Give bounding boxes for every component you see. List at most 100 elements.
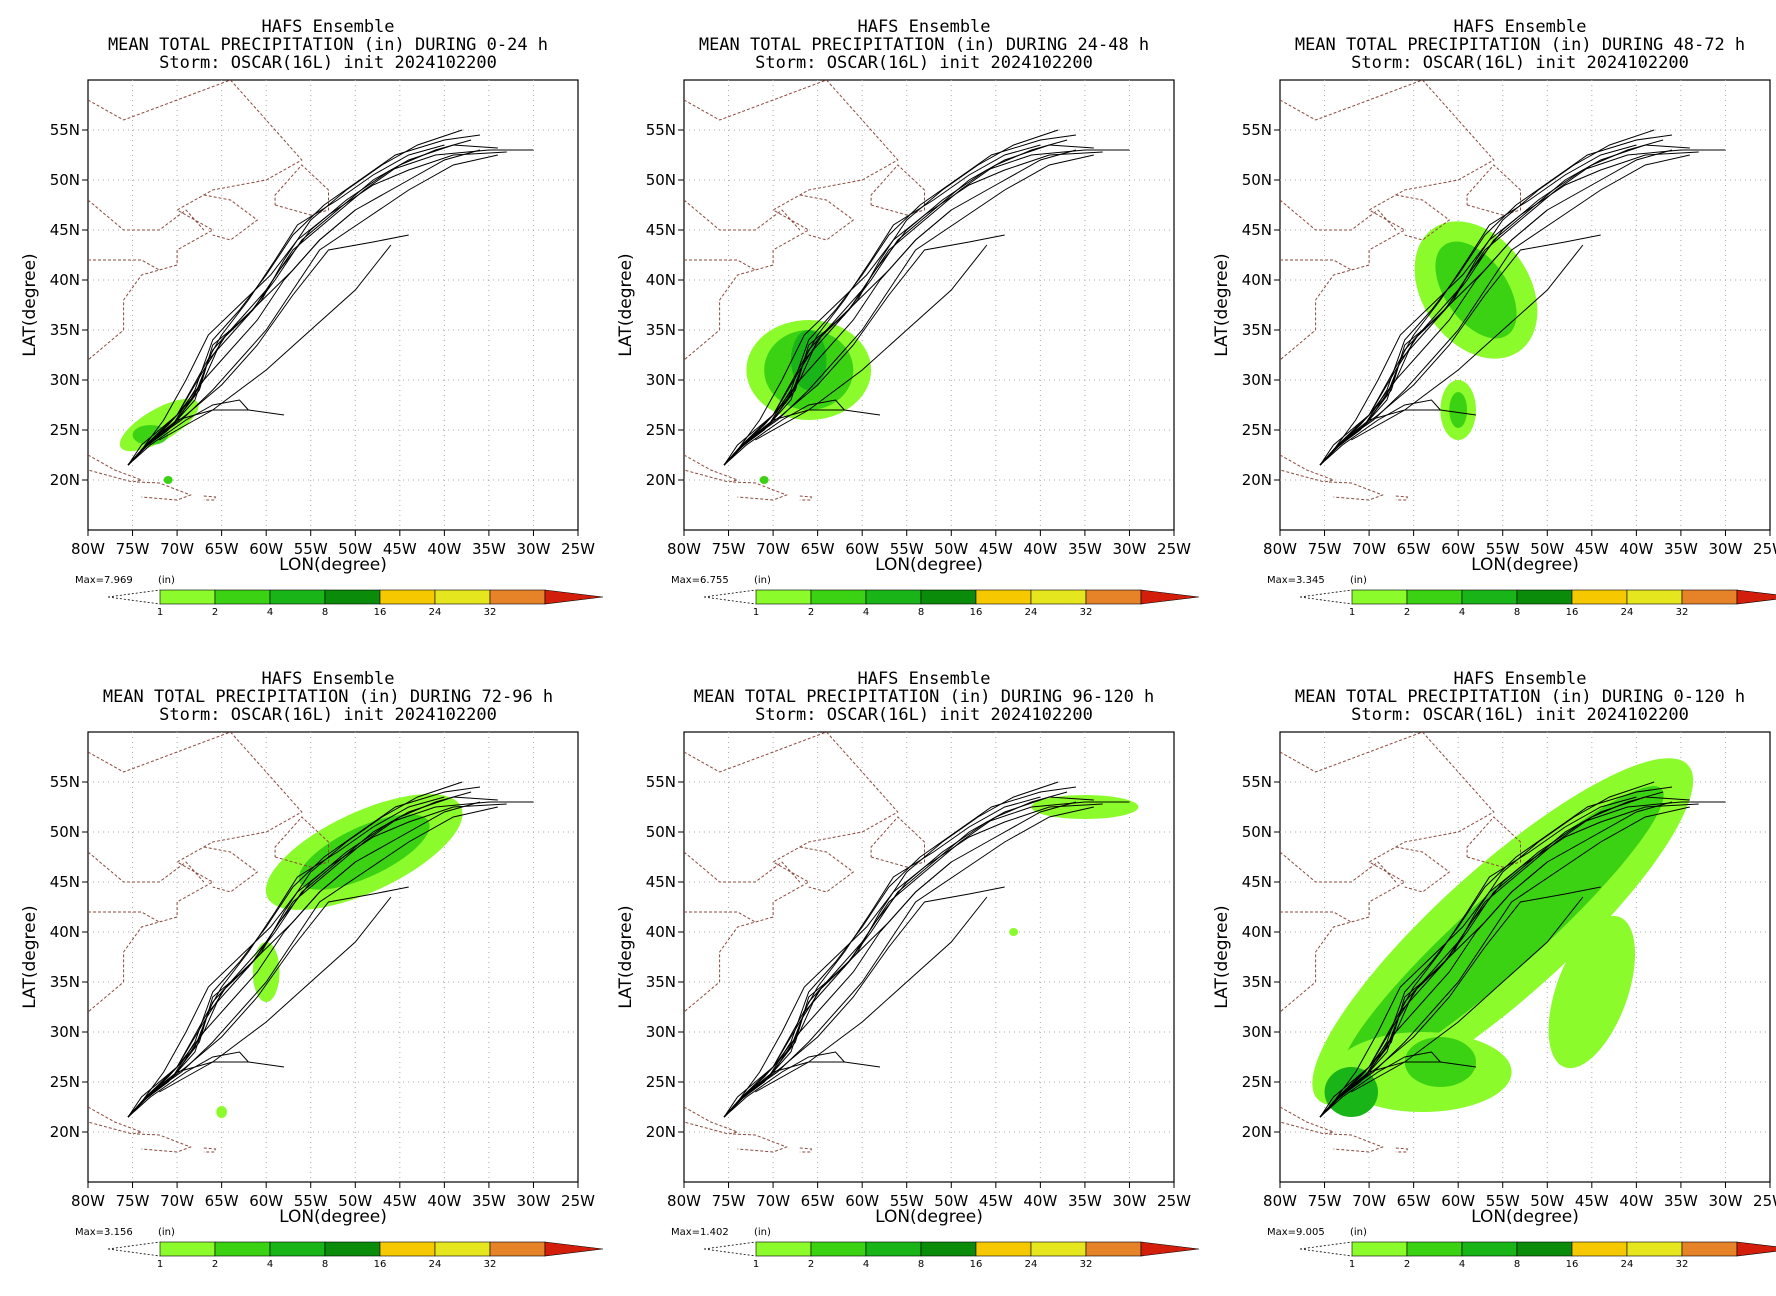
x-tick-label: 80W (1263, 1192, 1297, 1210)
storm-track (723, 886, 1005, 1118)
coastline (87, 1106, 144, 1135)
colorbar-segment (1406, 1241, 1463, 1257)
x-tick-label: 40W (1619, 1192, 1653, 1210)
panel-title-line-3: Storm: OSCAR(16L) init 2024102200 (159, 53, 497, 73)
coastline (203, 194, 259, 241)
storm-track (723, 803, 1103, 1118)
storm-track (1351, 896, 1584, 1093)
coastline (203, 495, 217, 501)
x-tick-label: 30W (516, 540, 550, 558)
panel-title-line-2: MEAN TOTAL PRECIPITATION (in) DURING 96-… (694, 687, 1155, 707)
x-tick-label: 70W (160, 540, 194, 558)
coastline (87, 851, 205, 883)
y-tick-label: 55N (50, 121, 80, 139)
colorbar-tick-label: 32 (1676, 607, 1689, 618)
x-tick-label: 65W (205, 540, 239, 558)
panel-title-line-3: Storm: OSCAR(16L) init 2024102200 (1351, 705, 1689, 725)
x-tick-label: 50W (1530, 1192, 1564, 1210)
storm-track (723, 1051, 845, 1118)
colorbar-segment (159, 1241, 216, 1257)
colorbar-segment (324, 1241, 381, 1257)
storm-track (1319, 801, 1673, 1118)
precip-area (1031, 795, 1139, 819)
map-frame (87, 79, 579, 531)
colorbar-tick-label: 2 (808, 607, 814, 618)
storm-track (127, 149, 481, 466)
coastline (1279, 454, 1336, 483)
x-tick-label: 40W (1023, 540, 1057, 558)
storm-track (723, 861, 952, 1118)
colorbar-tick-label: 16 (1566, 607, 1579, 618)
max-value-label: Max=3.156 (75, 1227, 133, 1238)
y-tick-label: 35N (1242, 973, 1272, 991)
x-tick-label: 75W (712, 540, 746, 558)
y-tick-label: 35N (1242, 321, 1272, 339)
x-tick-label: 30W (1112, 1192, 1146, 1210)
unit-label: (in) (754, 1227, 771, 1238)
colorbar-tick-label: 4 (1459, 1259, 1465, 1270)
y-tick-label: 20N (50, 471, 80, 489)
x-tick-label: 55W (294, 1192, 328, 1210)
colorbar-segment (214, 589, 271, 605)
colorbar-segment (755, 589, 812, 605)
x-tick-label: 80W (71, 1192, 105, 1210)
panel-title-line-1: HAFS Ensemble (1453, 669, 1586, 689)
storm-track (127, 1051, 249, 1118)
colorbar-lower-extension (703, 589, 757, 605)
x-axis-title: LON(degree) (279, 555, 387, 575)
colorbar-upper-extension (544, 589, 604, 605)
colorbar-segment (920, 589, 977, 605)
colorbar-upper-extension (1140, 589, 1200, 605)
storm-track (723, 149, 1077, 466)
colorbar-tick-label: 24 (1025, 607, 1038, 618)
y-tick-label: 50N (646, 823, 676, 841)
precip-area (1435, 241, 1517, 339)
x-tick-label: 80W (1263, 540, 1297, 558)
x-tick-label: 30W (1708, 540, 1742, 558)
colorbar-segment (1030, 1241, 1087, 1257)
storm-track (1319, 803, 1699, 1118)
colorbar-lower-extension (703, 1241, 757, 1257)
x-tick-label: 40W (427, 540, 461, 558)
x-tick-label: 60W (249, 540, 283, 558)
y-tick-label: 30N (646, 371, 676, 389)
panel-title-line-2: MEAN TOTAL PRECIPITATION (in) DURING 48-… (1295, 35, 1745, 55)
x-tick-label: 65W (1397, 1192, 1431, 1210)
map-frame (87, 731, 579, 1183)
precip-area (1548, 915, 1636, 1069)
x-tick-label: 25W (1753, 1192, 1776, 1210)
coastline (1279, 199, 1397, 231)
coastline (1466, 816, 1521, 868)
storm-track (127, 399, 249, 466)
colorbar-tick-label: 2 (1404, 1259, 1410, 1270)
precip-area (252, 942, 280, 1002)
map-frame (683, 79, 1175, 531)
y-tick-label: 40N (1242, 271, 1272, 289)
colorbar-tick-label: 8 (918, 607, 924, 618)
colorbar-segment (489, 1241, 546, 1257)
coastline (136, 481, 192, 501)
storm-track (1319, 209, 1548, 466)
y-tick-label: 20N (50, 1123, 80, 1141)
y-tick-label: 30N (646, 1023, 676, 1041)
colorbar-tick-label: 4 (863, 607, 869, 618)
unit-label: (in) (1350, 1227, 1367, 1238)
colorbar-upper-extension (1736, 1241, 1776, 1257)
y-tick-label: 40N (646, 271, 676, 289)
map-panel-4: 80W 75W 70W 65W 60W 55W 50W 45W 40W 35W 30W 25W 20N 2… (20, 669, 604, 1270)
unit-label: (in) (754, 575, 771, 586)
coastline (1328, 1133, 1384, 1153)
colorbar-segment (214, 1241, 271, 1257)
x-tick-label: 60W (249, 1192, 283, 1210)
colorbar-tick-label: 32 (1676, 1259, 1689, 1270)
y-tick-label: 55N (1242, 121, 1272, 139)
y-tick-label: 55N (646, 773, 676, 791)
coastline (203, 846, 259, 893)
storm-track (127, 803, 507, 1118)
colorbar-lower-extension (107, 589, 161, 605)
colorbar-tick-label: 32 (484, 607, 497, 618)
coastline (1466, 164, 1521, 216)
coastline (1395, 495, 1409, 501)
x-tick-label: 75W (1308, 540, 1342, 558)
precip-area (1324, 1067, 1378, 1117)
